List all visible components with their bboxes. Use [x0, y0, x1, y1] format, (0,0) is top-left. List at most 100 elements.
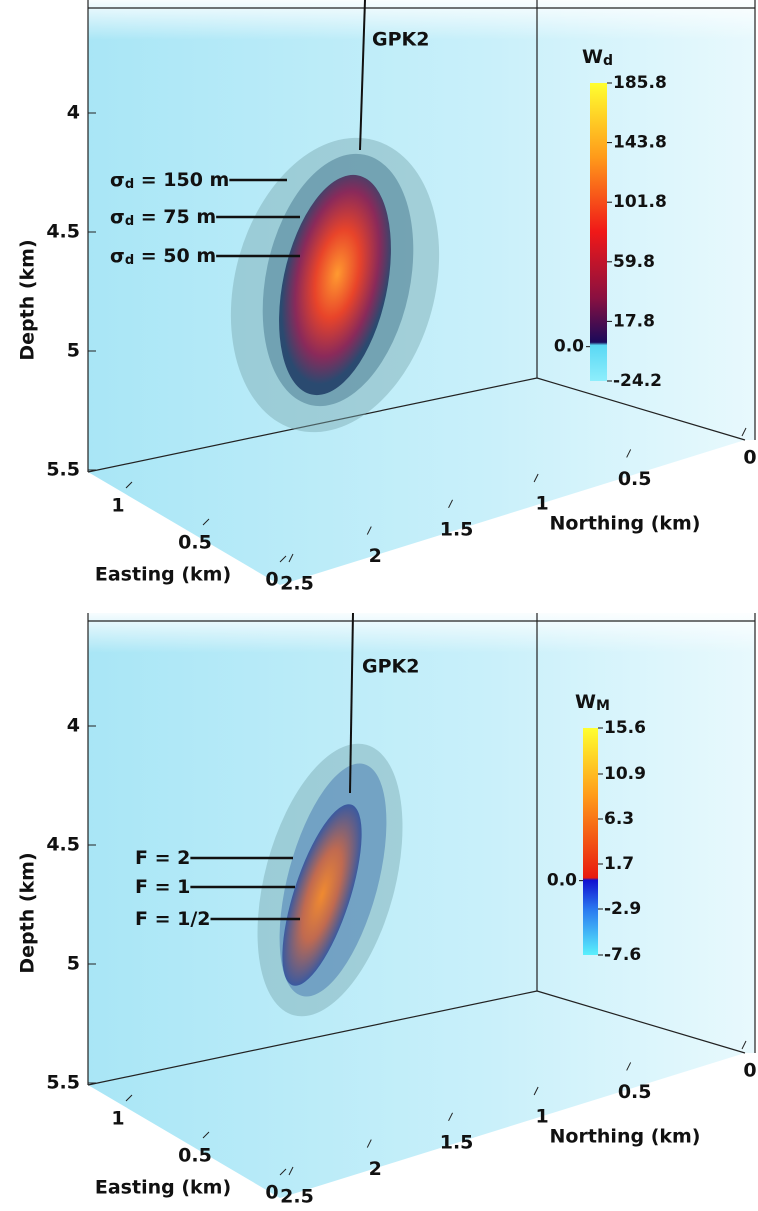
well-trajectory [359, 0, 366, 151]
depth-tick-label: 5.5 [46, 459, 80, 481]
northing-tick-label: 2 [369, 1158, 382, 1180]
colorbar-tick-label: -24.2 [613, 371, 662, 391]
contour-text: F = 2 [135, 847, 190, 869]
northing-tick [448, 499, 454, 509]
contour-text: F = 1/2 [135, 908, 211, 930]
contour-core [279, 174, 391, 396]
easting-axis-title: Easting (km) [95, 564, 231, 586]
colorbar-tick-label: 6.3 [604, 809, 634, 829]
northing-tick-label: 1.5 [440, 518, 474, 540]
colorbar-tick-label: -2.9 [604, 899, 641, 919]
colorbar-tick-label: 0.0 [547, 871, 577, 891]
contour-symbol: σ [110, 206, 125, 228]
easting-axis-title: Easting (km) [95, 1177, 231, 1199]
northing-tick [533, 473, 539, 483]
depth-axis-title: Depth (km) [17, 852, 39, 973]
colorbar-title-main: W [575, 691, 596, 713]
easting-tick-label: 0.5 [178, 1145, 212, 1167]
contour-label: F = 1/2 [135, 908, 211, 930]
contour-core [282, 804, 362, 986]
contour-label: F = 1 [135, 876, 190, 898]
depth-axis-title: Depth (km) [17, 239, 39, 360]
top-fade [88, 0, 755, 40]
easting-tick-label: 0 [265, 569, 278, 591]
colorbar-title: Wd [582, 46, 613, 70]
northing-tick-label: 2.5 [280, 573, 314, 595]
colorbar-tick-label: 0.0 [554, 337, 584, 357]
colorbar-title: WM [575, 691, 610, 715]
colorbar-title-sub: M [596, 698, 610, 714]
northing-axis-title: Northing (km) [550, 513, 701, 535]
northing-tick-label: 1 [535, 1105, 548, 1127]
panel: GPK2Wd185.8143.8101.859.817.80.0-24.2σd … [17, 0, 757, 595]
depth-tick-label: 4 [67, 715, 80, 737]
contour-subscript: d [125, 253, 134, 268]
northing-tick [366, 1139, 372, 1148]
colorbar-tick-label: 1.7 [604, 854, 634, 874]
easting-tick [279, 555, 287, 563]
volume-background [88, 0, 755, 585]
northing-tick [741, 1040, 747, 1050]
colorbar-tick-label: 59.8 [613, 252, 655, 272]
northing-tick-label: 2.5 [280, 1186, 314, 1208]
depth-tick-label: 4 [67, 102, 80, 124]
panel: GPK2 WM 15.6 10.9 6.3 1.7 0.0 -2.9 -7.6 F = 2 F = … [17, 612, 757, 1208]
contour-label: σd = 50 m [110, 245, 216, 268]
top-fade [88, 613, 755, 653]
colorbar-tick-label: 143.8 [613, 133, 667, 153]
contour-label: σd = 150 m [110, 169, 229, 192]
easting-tick [279, 1168, 287, 1176]
northing-tick [626, 1062, 632, 1071]
easting-tick-label: 1 [111, 1108, 124, 1130]
northing-tick [288, 553, 294, 563]
northing-tick [448, 1112, 454, 1122]
northing-tick-label: 2 [369, 545, 382, 567]
contour-subscript: d [125, 177, 134, 192]
easting-tick-label: 0.5 [178, 532, 212, 554]
colorbar-tick-label: 10.9 [604, 764, 646, 784]
easting-tick [202, 1131, 210, 1139]
depth-tick-label: 5.5 [46, 1072, 80, 1094]
colorbar-tick-label: 15.6 [604, 718, 646, 738]
box-edge [536, 990, 746, 1054]
colorbar-tick-label: 101.8 [613, 192, 667, 212]
northing-tick [741, 427, 747, 437]
colorbar [583, 728, 598, 955]
well-label: GPK2 [362, 656, 419, 678]
easting-tick [125, 481, 133, 489]
contour-symbol: σ [110, 245, 125, 267]
northing-tick-label: 0.5 [618, 468, 652, 490]
easting-tick [125, 1094, 133, 1102]
colorbar [590, 83, 607, 381]
colorbar-tick-label: 185.8 [613, 73, 667, 93]
contour-text: = 50 m [134, 245, 216, 267]
contour-label: σd = 75 m [110, 206, 216, 229]
depth-tick-label: 5 [67, 340, 80, 362]
contour-text: F = 1 [135, 876, 190, 898]
northing-tick [626, 449, 632, 458]
colorbar-title-main: W [582, 46, 603, 68]
contour-label: F = 2 [135, 847, 190, 869]
easting-tick-label: 1 [111, 495, 124, 517]
depth-tick-label: 5 [67, 953, 80, 975]
colorbar-tick-label: -7.6 [604, 945, 641, 965]
northing-tick-label: 1.5 [440, 1131, 474, 1153]
northing-tick-label: 0.5 [618, 1081, 652, 1103]
contour-symbol: σ [110, 169, 125, 191]
easting-tick [202, 518, 210, 526]
contour-text: = 150 m [134, 169, 229, 191]
depth-tick-label: 4.5 [46, 834, 80, 856]
northing-tick-label: 0 [743, 1060, 756, 1082]
colorbar-title-sub: d [603, 53, 613, 69]
contour-subscript: d [125, 214, 134, 229]
volume-background [88, 613, 755, 1198]
box-edge [87, 990, 538, 1086]
northing-tick-label: 1 [535, 492, 548, 514]
northing-axis-title: Northing (km) [550, 1126, 701, 1148]
easting-tick-label: 0 [265, 1182, 278, 1204]
well-trajectory [349, 612, 354, 794]
box-edge [536, 377, 746, 441]
colorbar-tick-label: 17.8 [613, 311, 655, 331]
northing-tick [366, 526, 372, 535]
